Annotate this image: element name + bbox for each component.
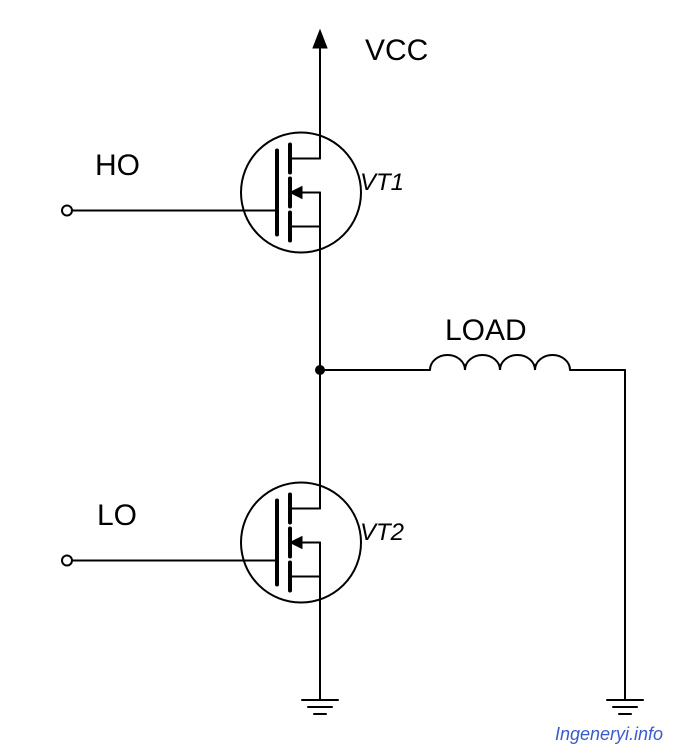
ho-label: HO <box>95 149 140 182</box>
vcc-label: VCC <box>365 34 428 67</box>
vt2-label: VT2 <box>360 519 404 546</box>
lo-label: LO <box>97 499 137 532</box>
circuit-schematic: VCC HO LO LOAD VT1 VT2 Ingeneryi.info <box>0 0 685 756</box>
vt1-label: VT1 <box>360 169 404 196</box>
load-label: LOAD <box>445 314 527 347</box>
watermark: Ingeneryi.info <box>555 724 663 744</box>
